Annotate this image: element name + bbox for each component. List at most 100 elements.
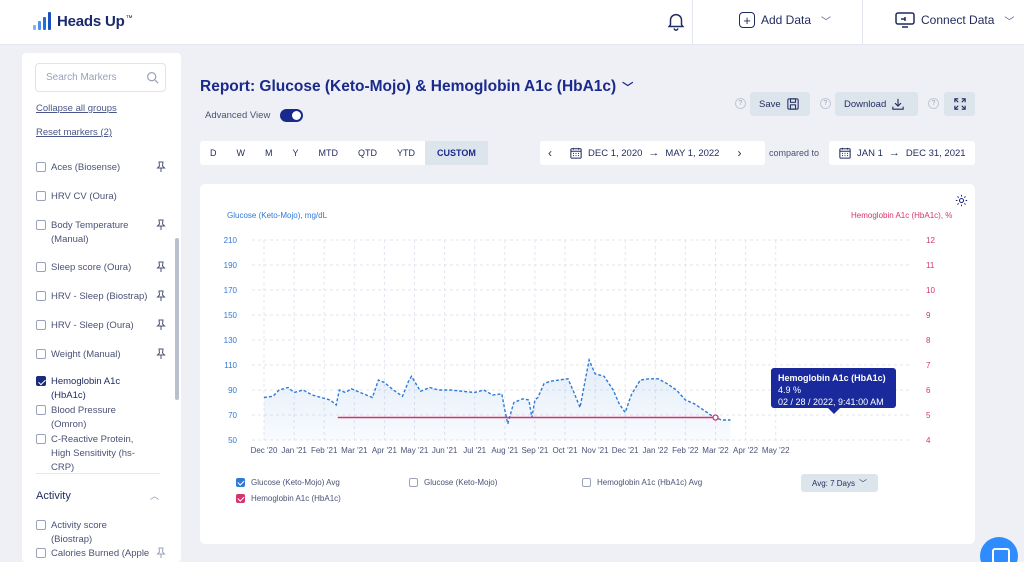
search-input[interactable]	[36, 64, 165, 91]
period-custom[interactable]: CUSTOM	[425, 141, 488, 165]
divider	[36, 473, 160, 474]
marker-item[interactable]: Hemoglobin A1c (HbA1c)	[36, 375, 166, 403]
y-left-tick-label: 50	[228, 436, 237, 445]
period-d[interactable]: D	[210, 148, 217, 158]
logo[interactable]: Heads Up ™	[33, 12, 133, 30]
report-title[interactable]: Report: Glucose (Keto-Mojo) & Hemoglobin…	[200, 78, 633, 96]
download-button[interactable]: Download	[835, 92, 918, 116]
bell-icon[interactable]	[665, 10, 687, 32]
download-label: Download	[844, 98, 887, 110]
marker-item[interactable]: Sleep score (Oura)	[36, 261, 166, 275]
y-left-tick-label: 190	[224, 261, 238, 270]
marker-item[interactable]: HRV - Sleep (Biostrap)	[36, 290, 166, 304]
y-right-tick-label: 4	[926, 436, 931, 445]
period-ytd[interactable]: YTD	[397, 148, 416, 158]
pin-icon[interactable]	[156, 319, 166, 331]
period-w[interactable]: W	[236, 148, 246, 158]
marker-item[interactable]: C-Reactive Protein, High Sensitivity (hs…	[36, 433, 166, 475]
legend-glucose-avg[interactable]: Glucose (Keto-Mojo) Avg	[236, 478, 340, 487]
marker-checkbox[interactable]	[36, 191, 46, 201]
marker-checkbox[interactable]	[36, 320, 46, 330]
chevron-up-icon[interactable]: ︿	[150, 491, 160, 501]
arrow-right-icon: →	[888, 147, 900, 159]
marker-item[interactable]: Blood Pressure (Omron)	[36, 404, 166, 432]
gear-icon[interactable]	[955, 194, 968, 207]
marker-item[interactable]: Aces (Biosense)	[36, 161, 166, 175]
marker-checkbox[interactable]	[36, 520, 46, 530]
arrow-right-icon: →	[648, 147, 660, 159]
report-title-text: Report: Glucose (Keto-Mojo) & Hemoglobin…	[200, 78, 617, 95]
help-icon[interactable]: ?	[820, 98, 831, 109]
pin-icon[interactable]	[156, 290, 166, 302]
legend-checkbox[interactable]	[582, 478, 591, 487]
marker-checkbox[interactable]	[36, 434, 46, 444]
marker-checkbox[interactable]	[36, 349, 46, 359]
marker-item[interactable]: HRV CV (Oura)	[36, 190, 166, 204]
reset-markers-link[interactable]: Reset markers (2)	[36, 127, 113, 138]
marker-checkbox[interactable]	[36, 291, 46, 301]
download-icon	[892, 98, 904, 110]
marker-item[interactable]: Activity score (Biostrap)	[36, 519, 166, 547]
connect-data-button[interactable]: Connect Data ﹀	[895, 12, 1014, 28]
help-icon[interactable]: ?	[735, 98, 746, 109]
glucose-avg-line[interactable]	[263, 357, 731, 424]
sidebar-scrollbar[interactable]	[175, 238, 179, 400]
legend-glucose[interactable]: Glucose (Keto-Mojo)	[409, 478, 497, 487]
marker-item[interactable]: Calories Burned (Apple	[36, 547, 166, 561]
fullscreen-button[interactable]	[944, 92, 975, 116]
legend-hba1c-avg[interactable]: Hemoglobin A1c (HbA1c) Avg	[582, 478, 702, 487]
marker-item[interactable]: Weight (Manual)	[36, 348, 166, 362]
chevron-right-icon[interactable]: ›	[737, 146, 742, 160]
legend-checkbox[interactable]	[236, 478, 245, 487]
marker-checkbox[interactable]	[36, 262, 46, 272]
marker-checkbox[interactable]	[36, 376, 46, 386]
marker-checkbox[interactable]	[36, 548, 46, 558]
group-title-activity[interactable]: Activity	[36, 490, 71, 502]
marker-checkbox[interactable]	[36, 162, 46, 172]
marker-label: Calories Burned (Apple	[51, 548, 150, 559]
marker-item[interactable]: HRV - Sleep (Oura)	[36, 319, 166, 333]
save-icon	[786, 98, 799, 110]
pin-icon[interactable]	[156, 261, 166, 273]
period-y[interactable]: Y	[292, 148, 299, 158]
marker-item[interactable]: Body Temperature (Manual)	[36, 219, 166, 247]
avg-period-dropdown[interactable]: Avg: 7 Days ﹀	[801, 474, 878, 492]
chevron-left-icon[interactable]: ‹	[548, 146, 552, 160]
marker-checkbox[interactable]	[36, 220, 46, 230]
glucose-avg-area	[264, 360, 731, 440]
range-end[interactable]: MAY 1, 2022	[665, 147, 720, 159]
y-left-tick-label: 110	[224, 361, 237, 370]
period-qtd[interactable]: QTD	[358, 148, 378, 158]
pin-icon[interactable]	[156, 219, 166, 231]
pin-icon[interactable]	[156, 547, 166, 559]
pin-icon[interactable]	[156, 348, 166, 360]
x-tick-label: Aug '21	[491, 446, 518, 455]
marker-label: Aces (Biosense)	[51, 162, 121, 173]
compare-end[interactable]: DEC 31, 2021	[905, 147, 966, 159]
chevron-down-icon[interactable]: ﹀	[622, 82, 634, 94]
hba1c-point[interactable]	[712, 414, 719, 421]
search-icon[interactable]	[146, 71, 159, 84]
period-m[interactable]: M	[265, 148, 273, 158]
plus-icon: +	[739, 12, 755, 28]
range-start[interactable]: DEC 1, 2020	[588, 147, 643, 159]
chat-launcher-icon[interactable]	[980, 537, 1018, 562]
period-mtd[interactable]: MTD	[318, 148, 339, 158]
help-icon[interactable]: ?	[928, 98, 939, 109]
add-data-button[interactable]: + Add Data ﹀	[739, 12, 831, 28]
x-tick-label: Jan '22	[643, 446, 669, 455]
calendar-icon[interactable]	[570, 147, 582, 159]
collapse-all-link[interactable]: Collapse all groups	[36, 103, 117, 114]
legend-checkbox[interactable]	[236, 494, 245, 503]
calendar-icon[interactable]	[839, 147, 851, 159]
legend-hba1c[interactable]: Hemoglobin A1c (HbA1c)	[236, 494, 341, 503]
legend-checkbox[interactable]	[409, 478, 418, 487]
advanced-view-toggle[interactable]	[280, 109, 304, 122]
marker-checkbox[interactable]	[36, 405, 46, 415]
pin-icon[interactable]	[156, 161, 166, 173]
expand-icon	[953, 98, 966, 110]
compare-start[interactable]: JAN 1	[857, 147, 883, 159]
save-button[interactable]: Save	[750, 92, 810, 116]
top-bar: Heads Up ™ + Add Data ﹀ Connect Data ﹀	[0, 0, 1024, 45]
